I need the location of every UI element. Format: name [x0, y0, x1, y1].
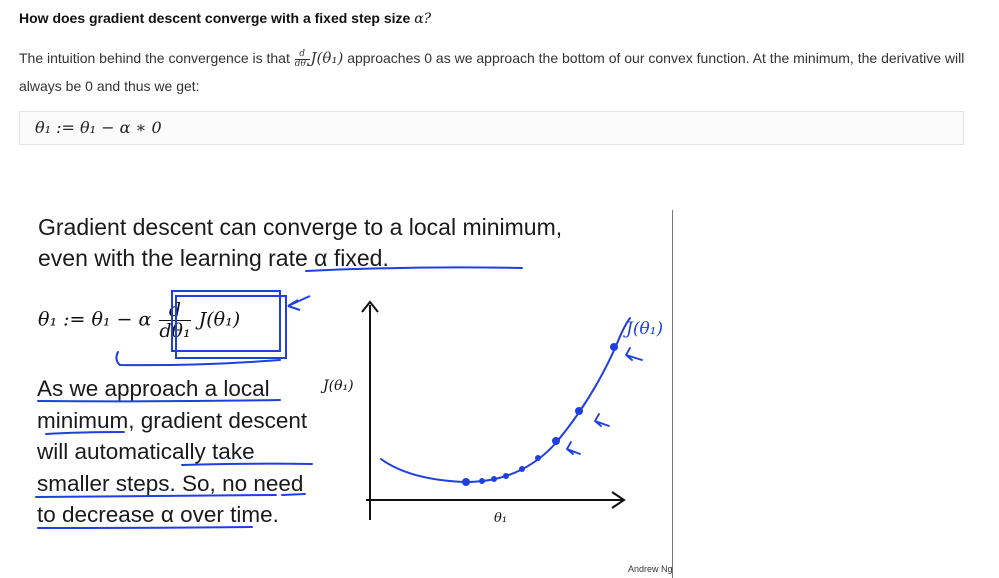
- slide-border: [672, 210, 673, 578]
- handwritten-function-label: J(θ₁): [623, 319, 663, 339]
- step-point: [479, 478, 485, 484]
- step-point: [519, 466, 525, 472]
- step-arrows: [566, 347, 643, 455]
- step-point: [503, 473, 509, 479]
- heading-alpha-symbol: α?: [414, 11, 432, 27]
- step-point: [610, 343, 618, 351]
- plot-axes: [361, 300, 626, 520]
- cost-function: J(θ₁): [310, 49, 344, 67]
- formula-lhs: θ₁ := θ₁ − α: [38, 308, 152, 331]
- equation-box: θ₁ := θ₁ − α ∗ 0: [19, 111, 964, 145]
- fraction-numerator: d: [294, 49, 310, 60]
- ink-underlines: [35, 266, 523, 529]
- derivative-fraction: d dθ₁: [294, 49, 310, 69]
- paragraph-part1: The intuition behind the convergence is …: [19, 50, 290, 66]
- step-point: [491, 476, 497, 482]
- x-axis-label: θ₁: [494, 511, 508, 526]
- formula-rhs: J(θ₁): [198, 308, 241, 331]
- page-heading: How does gradient descent converge with …: [19, 10, 431, 27]
- gradient-formula: θ₁ := θ₁ − α d dθ₁ J(θ₁): [38, 300, 240, 341]
- fraction-denominator: dθ₁: [294, 58, 310, 69]
- step-point: [552, 437, 560, 445]
- intro-paragraph: The intuition behind the convergence is …: [19, 44, 974, 100]
- slide-description: As we approach a local minimum, gradient…: [37, 376, 308, 528]
- y-axis-label: J(θ₁): [323, 378, 354, 394]
- update-equation: θ₁ := θ₁ − α ∗ 0: [35, 118, 162, 137]
- step-point: [575, 407, 583, 415]
- slide-title: Gradient descent can converge to a local…: [38, 214, 563, 271]
- cost-curve: [380, 317, 631, 484]
- author-credit: Andrew Ng: [628, 564, 673, 574]
- gradient-step-points: [462, 343, 618, 486]
- step-point: [535, 455, 541, 461]
- paragraph-part2: approaches 0 as we approach the bottom o…: [19, 50, 965, 94]
- step-point: [462, 478, 470, 486]
- derivative-highlight-box: [171, 290, 311, 359]
- heading-text: How does gradient descent converge with …: [19, 10, 411, 26]
